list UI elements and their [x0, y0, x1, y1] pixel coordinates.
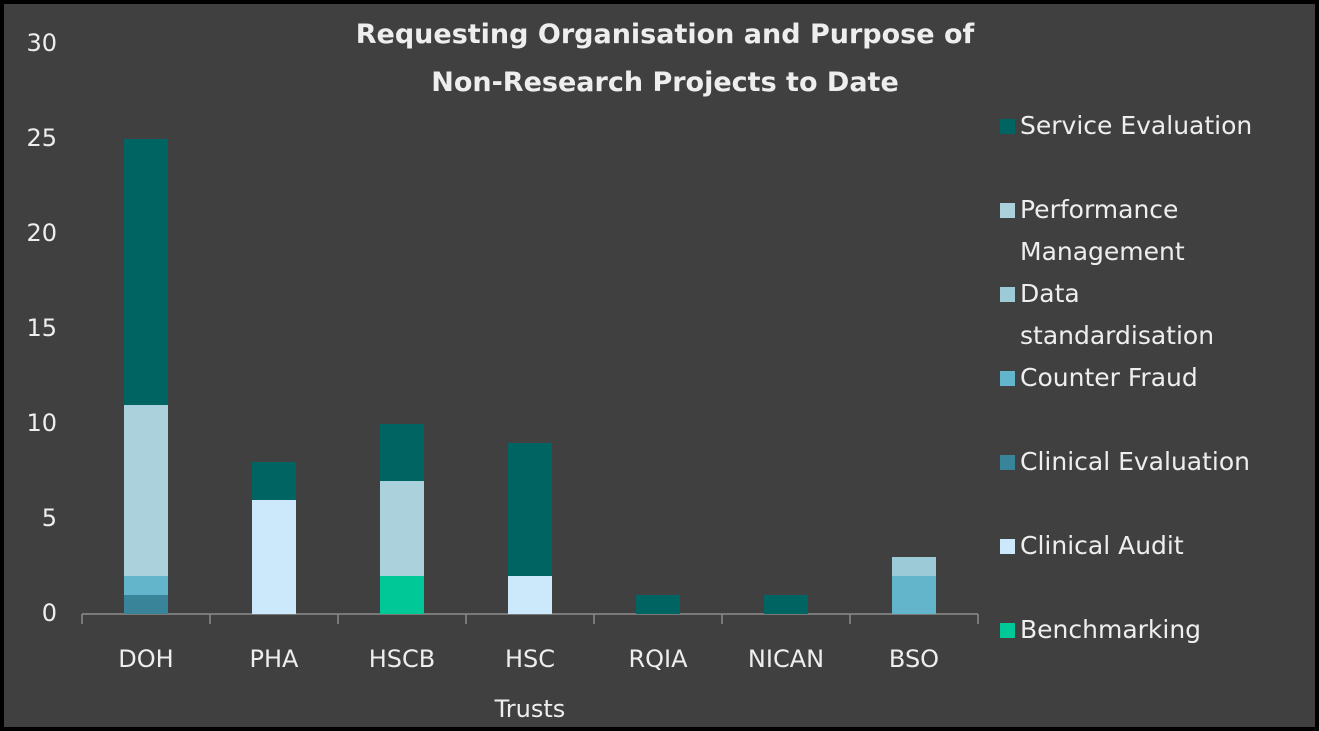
legend-swatch [1000, 455, 1015, 470]
bar-segment [252, 462, 296, 500]
legend-swatch [1000, 371, 1015, 386]
bar-segment [124, 576, 168, 595]
bar-segment [892, 576, 936, 614]
bar-segment [124, 405, 168, 576]
bar-segment [764, 595, 808, 614]
legend-swatch [1000, 287, 1015, 302]
legend-swatch [1000, 119, 1015, 134]
y-tick-label: 20 [26, 219, 57, 247]
bar-segment [124, 595, 168, 614]
bar-segment [252, 500, 296, 614]
legend-label: Clinical Audit [1020, 531, 1184, 560]
y-tick-label: 10 [26, 409, 57, 437]
bar-segment [380, 481, 424, 576]
legend-label: Benchmarking [1020, 615, 1201, 644]
bar-segment [892, 557, 936, 576]
y-tick-label: 25 [26, 124, 57, 152]
legend-swatch [1000, 203, 1015, 218]
x-tick-label: DOH [118, 645, 173, 673]
x-tick-label: RQIA [628, 645, 688, 673]
legend-label: Data standardisation [1020, 279, 1214, 350]
y-tick-label: 15 [26, 314, 57, 342]
chart-title: Requesting Organisation and Purpose of No… [356, 19, 975, 98]
legend-swatch [1000, 539, 1015, 554]
bar-segment [508, 443, 552, 576]
y-tick-label: 30 [26, 29, 57, 57]
x-tick-label: BSO [889, 645, 939, 673]
x-tick-label: NICAN [748, 645, 824, 673]
x-tick-label: PHA [250, 645, 300, 673]
legend-swatch [1000, 623, 1015, 638]
bar-segment [380, 576, 424, 614]
bar-segment [380, 424, 424, 481]
legend-label: Performance Management [1020, 195, 1185, 266]
y-tick-label: 0 [42, 599, 57, 627]
y-tick-label: 5 [42, 504, 57, 532]
bar-segment [636, 595, 680, 614]
legend-label: Counter Fraud [1020, 363, 1198, 392]
bar-segment [508, 576, 552, 614]
legend-label: Service Evaluation [1020, 111, 1252, 140]
legend-label: Clinical Evaluation [1020, 447, 1250, 476]
bar-segment [124, 139, 168, 405]
x-tick-label: HSCB [369, 645, 436, 673]
x-tick-label: HSC Trusts [494, 645, 566, 723]
